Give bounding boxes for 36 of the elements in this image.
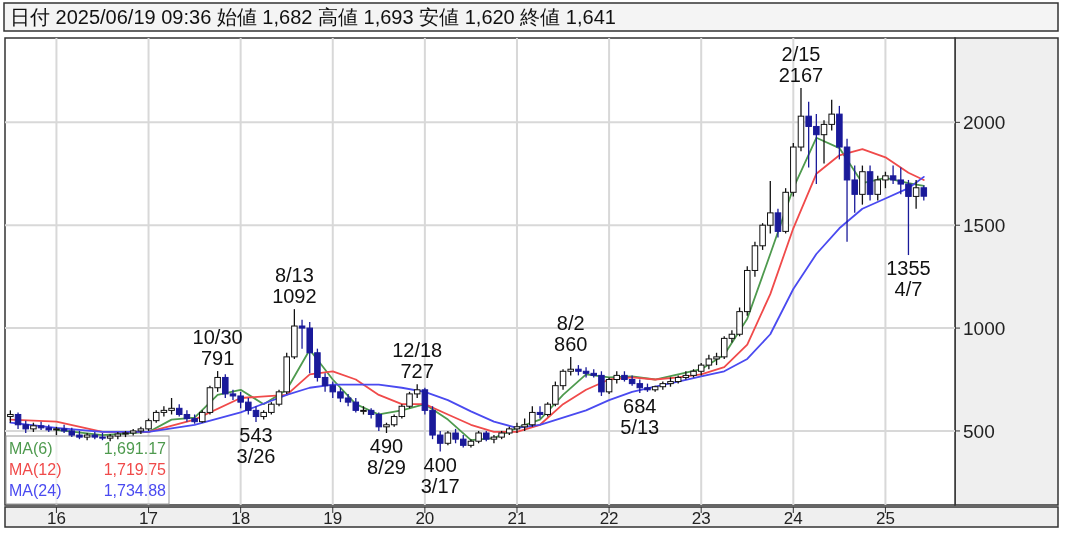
x-tick-label: 21: [507, 509, 527, 528]
x-tick-label: 25: [875, 509, 895, 528]
x-tick-label: 18: [231, 509, 251, 528]
y-tick-label: 2000: [963, 112, 1006, 134]
annotation: 684 5/13: [620, 395, 660, 439]
y-tick-label: 1000: [963, 318, 1006, 340]
x-tick-label: 16: [46, 509, 66, 528]
candlestick: [866, 164, 874, 202]
annotation: 490 8/29: [367, 435, 406, 478]
annotation: 1,719.75: [103, 461, 167, 478]
annotation: 1,734.88: [103, 482, 167, 499]
annotation: 1355 4/7: [886, 257, 931, 301]
annotation: 8/13 1092: [272, 264, 317, 308]
x-tick-label: 20: [415, 509, 435, 528]
series-label: MA(6): [9, 440, 53, 457]
candlestick: [912, 179, 920, 210]
x-tick-label: 24: [783, 509, 803, 528]
x-tick-label: 23: [691, 509, 711, 528]
annotation: 10/30 791: [192, 326, 243, 370]
text: MA(24): [9, 482, 62, 499]
annotation: 400 3/17: [420, 453, 460, 497]
x-tick-label: 19: [323, 509, 343, 528]
annotation: 12/18 727: [392, 339, 443, 383]
annotation: 8/2 860: [554, 311, 588, 355]
x-tick-label: 17: [139, 509, 158, 528]
y-tick-label: 500: [963, 420, 995, 442]
y-tick-label: 1500: [963, 215, 1006, 237]
candlestick: [536, 405, 544, 420]
x-tick-label: 22: [599, 509, 619, 528]
annotation: 2/15 2167: [778, 42, 824, 86]
annotation: 1,691.17: [103, 440, 167, 457]
annotation: 543 3/26: [236, 424, 276, 468]
candlestick: [859, 164, 866, 206]
candlestick: [774, 208, 782, 239]
title: 日付 2025/06/19 09:36 始値 1,682 高値 1,693 安値 1,620 終値 1,641: [10, 6, 616, 28]
text: MA(12): [9, 461, 62, 478]
